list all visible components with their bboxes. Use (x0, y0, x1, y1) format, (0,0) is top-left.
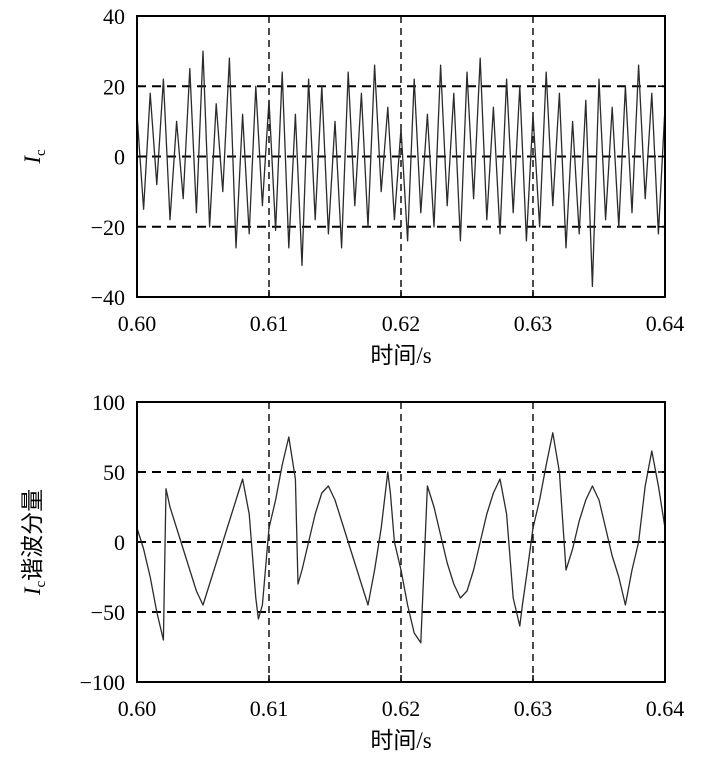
y-tick-label-4: 40 (103, 4, 125, 29)
x-tick-label-4: 0.64 (646, 311, 685, 336)
x-tick-label-1: 0.61 (250, 696, 289, 721)
y-tick-label-0: −100 (80, 670, 125, 695)
y-tick-label-2: 0 (114, 145, 125, 170)
y-tick-label-3: 50 (103, 460, 125, 485)
series-line-0 (136, 50, 666, 288)
x-tick-label-0: 0.60 (118, 311, 157, 336)
y-tick-label-0: −40 (91, 285, 125, 310)
y-axis-label: Ic谐波分量 (20, 489, 49, 596)
x-axis-label: 时间/s (370, 728, 431, 753)
y-tick-label-1: −20 (91, 215, 125, 240)
y-tick-label-4: 100 (92, 390, 125, 415)
x-tick-label-2: 0.62 (382, 311, 421, 336)
x-tick-label-4: 0.64 (646, 696, 685, 721)
y-axis-label: Ic (20, 149, 49, 165)
x-axis-label: 时间/s (370, 343, 431, 368)
x-tick-label-1: 0.61 (250, 311, 289, 336)
x-tick-label-3: 0.63 (514, 311, 553, 336)
y-tick-label-3: 20 (103, 74, 125, 99)
x-tick-label-2: 0.62 (382, 696, 421, 721)
series-line-0 (136, 432, 666, 644)
bottom-chart-panel: −100 −50 0 50 100 0.60 0.61 0.62 0.63 0.64 时间/s Ic谐… (20, 390, 684, 753)
y-tick-label-2: 0 (114, 530, 125, 555)
y-tick-label-1: −50 (91, 600, 125, 625)
x-tick-label-0: 0.60 (118, 696, 157, 721)
top-chart-panel: −40 −20 0 20 40 0.60 0.61 0.62 0.63 0.64 时间/s Ic (20, 4, 684, 368)
x-tick-label-3: 0.63 (514, 696, 553, 721)
